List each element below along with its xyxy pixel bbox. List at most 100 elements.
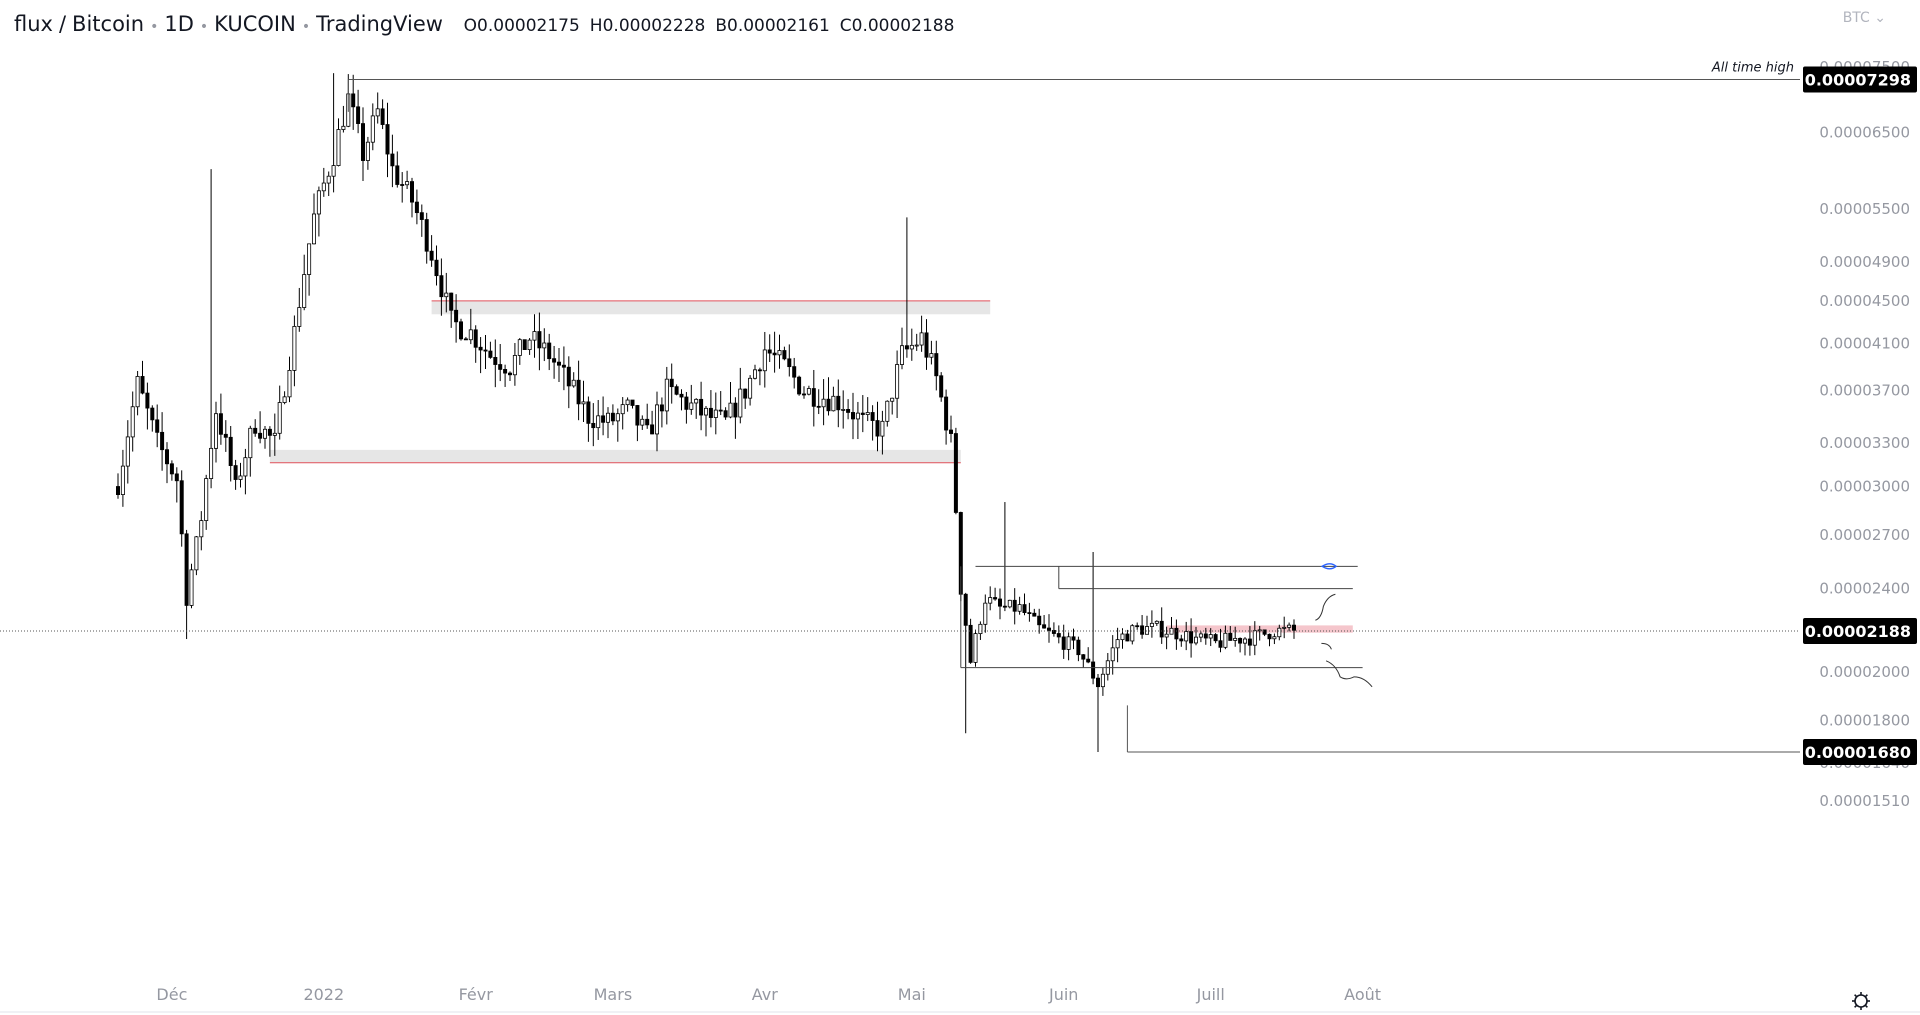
candle-body — [630, 399, 635, 406]
candle-body — [988, 597, 993, 604]
exchange[interactable]: KUCOIN — [214, 12, 296, 36]
low-price-badge-bg — [1803, 738, 1917, 765]
candle-body — [527, 339, 532, 350]
candle-body — [233, 465, 238, 480]
candle-body — [939, 375, 944, 398]
candle — [694, 398, 699, 419]
candle — [552, 345, 557, 379]
candle-body — [297, 307, 302, 327]
candle — [704, 405, 709, 437]
gear-tooth — [1864, 994, 1868, 998]
candle — [664, 366, 669, 425]
candle — [522, 339, 527, 350]
candle-body — [953, 433, 958, 513]
candle-body — [738, 388, 743, 418]
candle-body — [262, 428, 267, 439]
candle-body — [659, 404, 664, 412]
candle-body — [321, 182, 326, 192]
candle-body — [120, 465, 125, 495]
candle-body — [699, 398, 704, 416]
candle — [1277, 624, 1282, 641]
quote-name[interactable]: Bitcoin — [72, 12, 145, 36]
ohlc-values: O0.00002175 H0.00002228 B0.00002161 C0.0000… — [464, 16, 965, 36]
candle-body — [1243, 638, 1248, 644]
candle — [1174, 619, 1179, 650]
low-label: B — [715, 16, 728, 36]
candle — [836, 379, 841, 428]
candle — [179, 470, 184, 547]
candle-body — [718, 409, 723, 412]
candle-body — [914, 344, 919, 347]
projection-down-path — [1325, 660, 1373, 688]
candle-body — [307, 243, 312, 275]
currency-selector[interactable]: BTC ⌄ — [1843, 10, 1886, 26]
candle-body — [179, 480, 184, 535]
candle — [650, 410, 655, 435]
candle — [924, 319, 929, 370]
candle-body — [1213, 634, 1218, 642]
candle-body — [390, 153, 395, 167]
candle-body — [669, 378, 674, 388]
gear-icon[interactable] — [1852, 992, 1870, 1010]
candle — [1292, 619, 1297, 639]
candle — [1257, 625, 1262, 641]
candle-body — [1012, 599, 1017, 612]
candle — [659, 397, 664, 428]
candle-body — [189, 569, 194, 606]
candle — [1154, 620, 1159, 626]
candle — [498, 344, 503, 382]
candle-body — [841, 409, 846, 411]
candle — [797, 375, 802, 396]
candle — [488, 341, 493, 359]
candle — [385, 102, 390, 178]
candle-body — [949, 429, 954, 434]
candle — [708, 390, 713, 428]
candle — [713, 392, 718, 435]
candle — [655, 391, 660, 452]
candle — [302, 254, 307, 311]
candle — [1223, 625, 1228, 650]
candle-body — [468, 329, 473, 341]
candle-body — [375, 108, 380, 117]
candle-body — [400, 184, 405, 186]
candle — [963, 592, 968, 734]
candle — [934, 340, 939, 391]
candle-body — [1091, 661, 1096, 679]
y-tick-label: 0.00002000 — [1819, 663, 1910, 681]
candle-body — [1149, 622, 1154, 627]
candle — [669, 363, 674, 404]
candle — [674, 384, 679, 396]
candle-body — [978, 623, 983, 635]
candle — [331, 73, 336, 193]
candle — [635, 404, 640, 442]
symbol-name[interactable]: flux — [14, 12, 53, 36]
current-price-badge: 0.00002188 — [1803, 618, 1917, 645]
candle — [1027, 602, 1032, 622]
candle — [360, 107, 365, 181]
candle-body — [287, 370, 292, 398]
candle-body — [360, 123, 365, 161]
candle-body — [1071, 636, 1076, 641]
candle-body — [493, 357, 498, 365]
gear-tooth — [1854, 1004, 1858, 1008]
low-value: 0.00002161 — [727, 16, 830, 36]
interval[interactable]: 1D — [164, 12, 194, 36]
candle-body — [155, 419, 160, 433]
candle — [1164, 626, 1169, 650]
candle — [527, 338, 532, 355]
candle-body — [836, 395, 841, 411]
candle-body — [968, 624, 973, 663]
candle-body — [429, 250, 434, 261]
candle-body — [851, 412, 856, 420]
x-tick-label: Juin — [1048, 985, 1078, 1004]
candle-body — [684, 396, 689, 410]
candle — [1105, 653, 1110, 681]
candle — [625, 397, 630, 412]
candle-body — [728, 402, 733, 418]
open-value: 0.00002175 — [477, 16, 580, 36]
candle — [772, 331, 777, 373]
candle — [1115, 627, 1120, 663]
candle — [1130, 624, 1135, 645]
candle — [130, 391, 135, 452]
